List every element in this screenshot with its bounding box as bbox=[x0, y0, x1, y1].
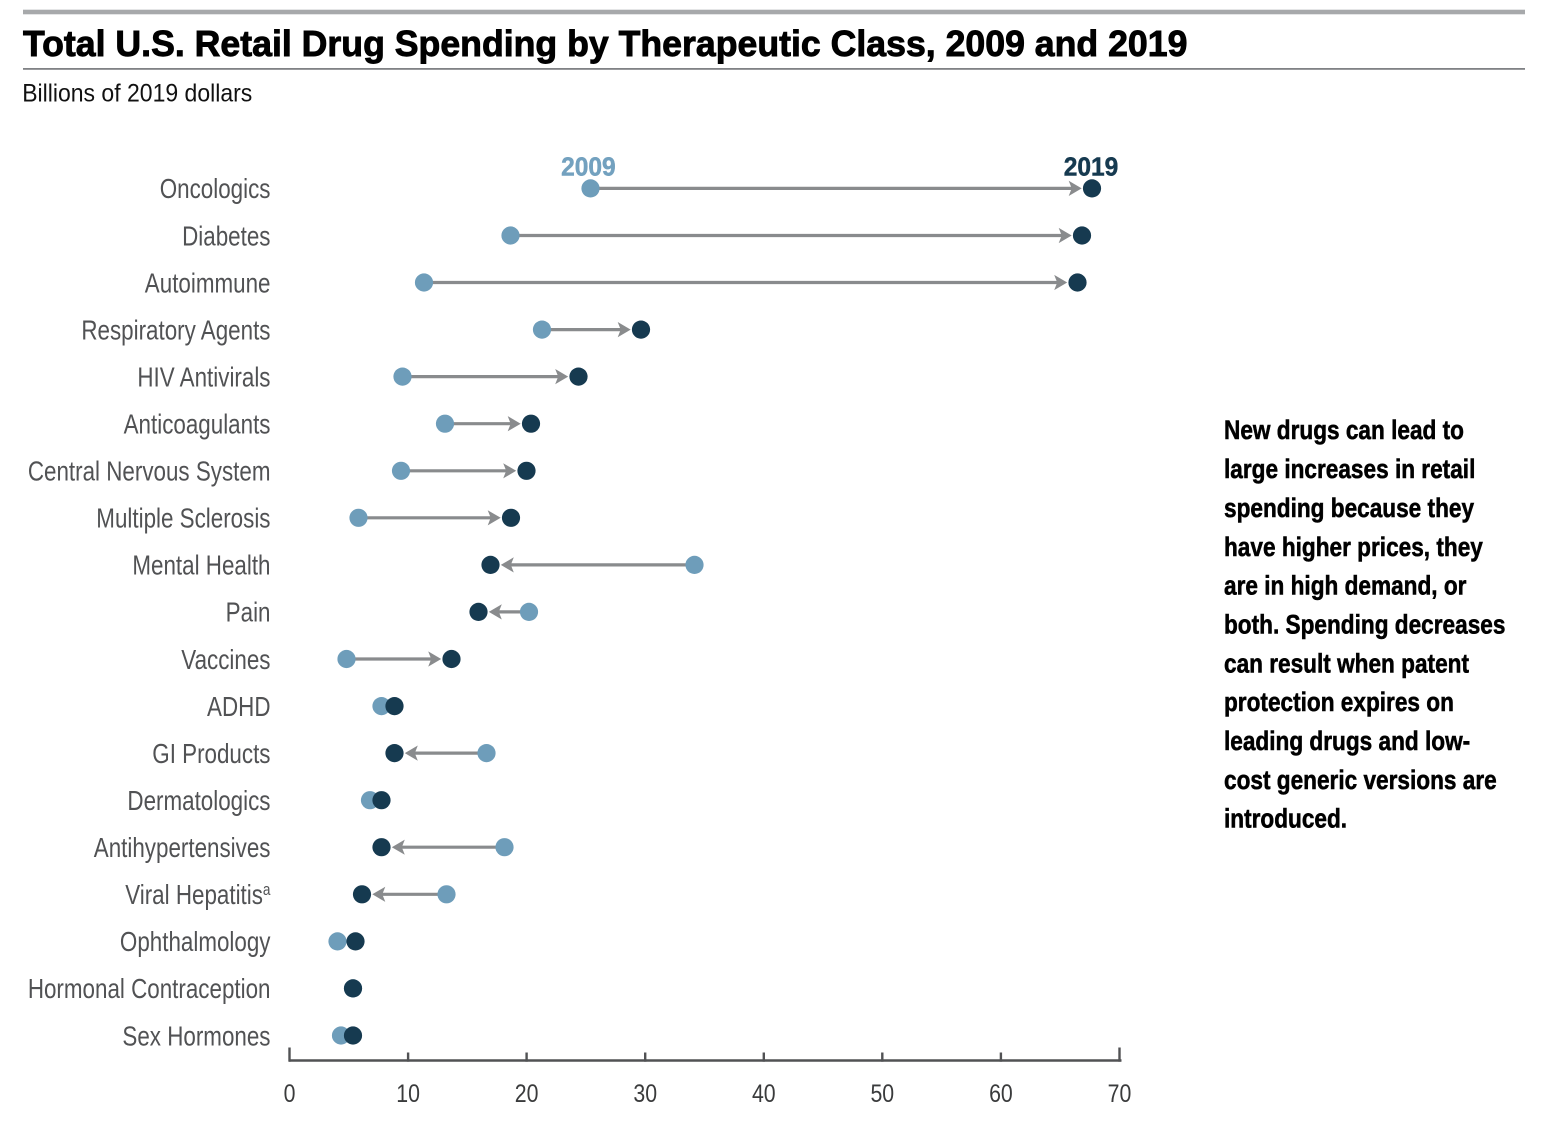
svg-text:are in high demand, or: are in high demand, or bbox=[1224, 571, 1467, 601]
svg-text:40: 40 bbox=[752, 1079, 776, 1107]
svg-text:Sex Hormones: Sex Hormones bbox=[122, 1021, 270, 1052]
svg-text:Central Nervous System: Central Nervous System bbox=[28, 456, 271, 487]
svg-text:Respiratory Agents: Respiratory Agents bbox=[81, 315, 270, 346]
svg-text:10: 10 bbox=[396, 1079, 420, 1107]
svg-text:Multiple Sclerosis: Multiple Sclerosis bbox=[96, 503, 270, 534]
svg-text:ADHD: ADHD bbox=[207, 692, 270, 723]
svg-text:Mental Health: Mental Health bbox=[132, 550, 270, 581]
svg-text:both. Spending decreases: both. Spending decreases bbox=[1224, 610, 1505, 640]
svg-text:Dermatologics: Dermatologics bbox=[127, 786, 270, 817]
svg-text:Autoimmune: Autoimmune bbox=[145, 268, 271, 299]
svg-text:50: 50 bbox=[870, 1079, 894, 1107]
svg-text:can result when patent: can result when patent bbox=[1224, 648, 1469, 678]
svg-text:0: 0 bbox=[284, 1079, 296, 1107]
svg-text:Viral Hepatitisa: Viral Hepatitisa bbox=[125, 880, 271, 911]
svg-text:70: 70 bbox=[1108, 1079, 1132, 1107]
svg-text:have higher prices, they: have higher prices, they bbox=[1224, 532, 1483, 562]
svg-text:Pain: Pain bbox=[226, 597, 271, 628]
svg-text:2019: 2019 bbox=[1064, 153, 1119, 182]
svg-text:HIV Antivirals: HIV Antivirals bbox=[137, 362, 270, 393]
svg-text:Billions of 2019 dollars: Billions of 2019 dollars bbox=[22, 79, 252, 107]
svg-text:20: 20 bbox=[515, 1079, 539, 1107]
svg-text:Anticoagulants: Anticoagulants bbox=[124, 409, 271, 440]
svg-text:Hormonal Contraception: Hormonal Contraception bbox=[28, 974, 271, 1005]
svg-text:Antihypertensives: Antihypertensives bbox=[94, 833, 271, 864]
svg-text:30: 30 bbox=[633, 1079, 657, 1107]
svg-text:spending because they: spending because they bbox=[1224, 493, 1474, 523]
svg-text:introduced.: introduced. bbox=[1224, 804, 1347, 834]
svg-text:Vaccines: Vaccines bbox=[181, 645, 270, 676]
svg-text:Oncologics: Oncologics bbox=[160, 174, 271, 205]
svg-text:Ophthalmology: Ophthalmology bbox=[120, 927, 271, 958]
svg-text:large increases in retail: large increases in retail bbox=[1224, 454, 1475, 484]
svg-text:60: 60 bbox=[989, 1079, 1013, 1107]
svg-text:cost generic versions are: cost generic versions are bbox=[1224, 765, 1497, 795]
svg-text:2009: 2009 bbox=[561, 153, 616, 182]
svg-text:leading drugs and low-: leading drugs and low- bbox=[1224, 726, 1470, 756]
svg-text:Total U.S. Retail Drug Spendin: Total U.S. Retail Drug Spending by Thera… bbox=[23, 22, 1187, 63]
svg-text:Diabetes: Diabetes bbox=[182, 221, 270, 252]
svg-text:protection expires on: protection expires on bbox=[1224, 687, 1454, 717]
svg-text:New drugs can lead to: New drugs can lead to bbox=[1224, 415, 1464, 445]
svg-text:GI Products: GI Products bbox=[152, 739, 270, 770]
